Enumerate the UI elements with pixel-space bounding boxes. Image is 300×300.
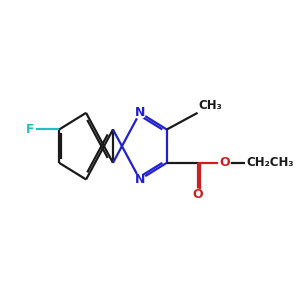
Circle shape <box>192 189 203 200</box>
Circle shape <box>134 174 146 185</box>
Text: F: F <box>26 123 34 136</box>
Circle shape <box>24 124 35 135</box>
Text: CH₂CH₃: CH₂CH₃ <box>246 156 294 169</box>
Circle shape <box>134 107 146 118</box>
Text: N: N <box>135 106 145 119</box>
Circle shape <box>219 157 230 169</box>
Text: O: O <box>192 188 203 201</box>
Text: N: N <box>135 173 145 186</box>
Text: CH₃: CH₃ <box>199 99 223 112</box>
Text: O: O <box>219 156 230 169</box>
